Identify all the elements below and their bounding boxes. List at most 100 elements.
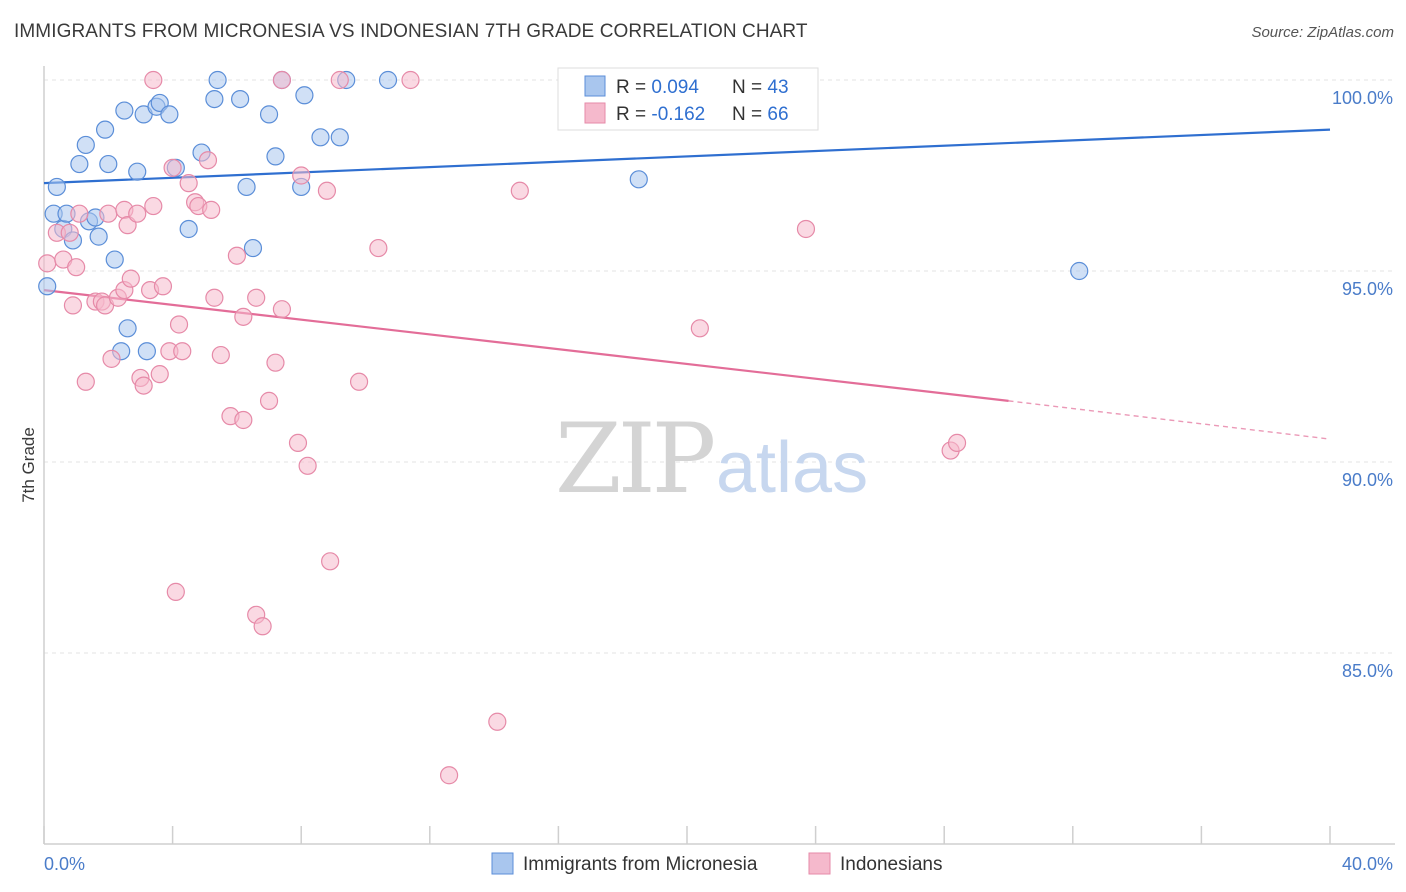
chart-title: IMMIGRANTS FROM MICRONESIA VS INDONESIAN… [14,21,808,42]
point-micronesia [95,120,115,139]
grid-lines [44,79,1395,654]
trend-line-pink [43,289,1009,402]
point-indonesians [247,288,266,307]
svg-text:atlas: atlas [716,428,868,508]
point-indonesians [349,372,369,391]
point-micronesia [259,105,279,124]
trend-line-blue [43,128,1331,185]
axes [43,66,1395,845]
svg-text:R = -0.162: R = -0.162 [616,104,705,125]
point-indonesians [144,70,163,90]
point-micronesia [137,342,156,361]
point-indonesians [266,353,285,372]
chart-source: Source: ZipAtlas.com [1251,24,1394,41]
legend-swatch-blue [584,75,606,97]
point-micronesia [311,128,330,147]
point-indonesians [202,200,221,219]
point-indonesians [63,296,83,315]
legend-n-value-1: 43 [767,77,788,98]
legend-r-value-2: -0.162 [651,104,705,125]
legend-n-label-1: N = [732,77,767,98]
y-tick-label: 100.0% [1332,88,1393,108]
point-indonesians [321,552,340,571]
point-micronesia [160,105,179,124]
legend-n-value-2: 66 [767,104,788,125]
bottom-legend-label-pink: Indonesians [840,854,942,875]
svg-text:R = 0.094: R = 0.094 [616,77,699,98]
y-tick-label: 85.0% [1342,661,1393,681]
bottom-legend-swatch-pink [808,852,831,875]
point-indonesians [211,345,230,365]
point-indonesians [317,181,337,200]
point-indonesians [121,269,140,288]
point-indonesians [272,300,292,319]
point-micronesia [105,250,124,269]
point-indonesians [369,238,388,258]
y-tick-label: 90.0% [1342,470,1393,490]
point-indonesians [510,181,529,200]
point-micronesia [266,147,285,166]
point-indonesians [205,288,224,307]
data-points [38,70,1089,785]
bottom-legend-label-blue: Immigrants from Micronesia [523,854,758,875]
point-indonesians [439,766,459,785]
point-micronesia [295,86,314,105]
point-indonesians [198,151,218,170]
point-indonesians [298,456,317,475]
legend-n-label-2: N = [732,104,767,125]
bottom-legend-swatch-blue [491,852,514,875]
point-micronesia [179,219,198,239]
point-micronesia [378,70,398,90]
point-indonesians [796,219,816,239]
bottom-legend: Immigrants from Micronesia Indonesians [491,852,942,875]
x-tick-label: 0.0% [44,854,85,874]
point-indonesians [272,70,292,90]
point-indonesians [153,277,173,296]
point-micronesia [243,238,263,258]
point-indonesians [99,204,118,223]
point-indonesians [330,70,349,90]
point-indonesians [102,349,121,368]
point-indonesians [253,617,272,636]
point-indonesians [134,376,153,395]
point-indonesians [179,174,198,193]
y-tick-labels: 85.0% 90.0% 95.0% 100.0% [1332,88,1393,681]
point-indonesians [150,365,169,384]
point-indonesians [76,372,95,391]
point-micronesia [1070,261,1089,281]
legend-r-label-1: R = [616,77,651,98]
point-indonesians [67,258,86,277]
point-indonesians [234,307,253,326]
legend-r-value-1: 0.094 [651,77,699,98]
point-micronesia [205,89,224,109]
point-indonesians [947,433,967,452]
point-micronesia [629,170,648,189]
point-micronesia [76,135,95,155]
trend-lines [43,128,1331,440]
point-indonesians [70,204,89,223]
point-micronesia [115,101,134,120]
point-micronesia [231,89,250,109]
point-indonesians [128,204,147,223]
legend: R = 0.094 N = 43 R = -0.162 N = 66 [557,67,819,131]
y-tick-label: 95.0% [1342,279,1393,299]
point-indonesians [38,254,57,273]
point-micronesia [89,227,108,246]
point-indonesians [292,166,311,185]
point-indonesians [169,315,189,334]
point-indonesians [690,319,709,338]
point-indonesians [288,433,308,452]
trend-line-dashed-pink [1008,400,1331,440]
point-micronesia [38,277,57,296]
point-indonesians [227,246,246,265]
svg-text:ZIP: ZIP [555,403,714,515]
watermark: ZIP atlas [555,403,868,515]
point-micronesia [118,319,137,338]
x-tick-labels: 0.0% 40.0% [44,854,1393,874]
point-indonesians [163,158,182,177]
point-indonesians [234,410,253,430]
y-axis-label: 7th Grade [19,427,38,503]
svg-text:N = 66: N = 66 [732,104,789,125]
point-micronesia [70,154,89,174]
